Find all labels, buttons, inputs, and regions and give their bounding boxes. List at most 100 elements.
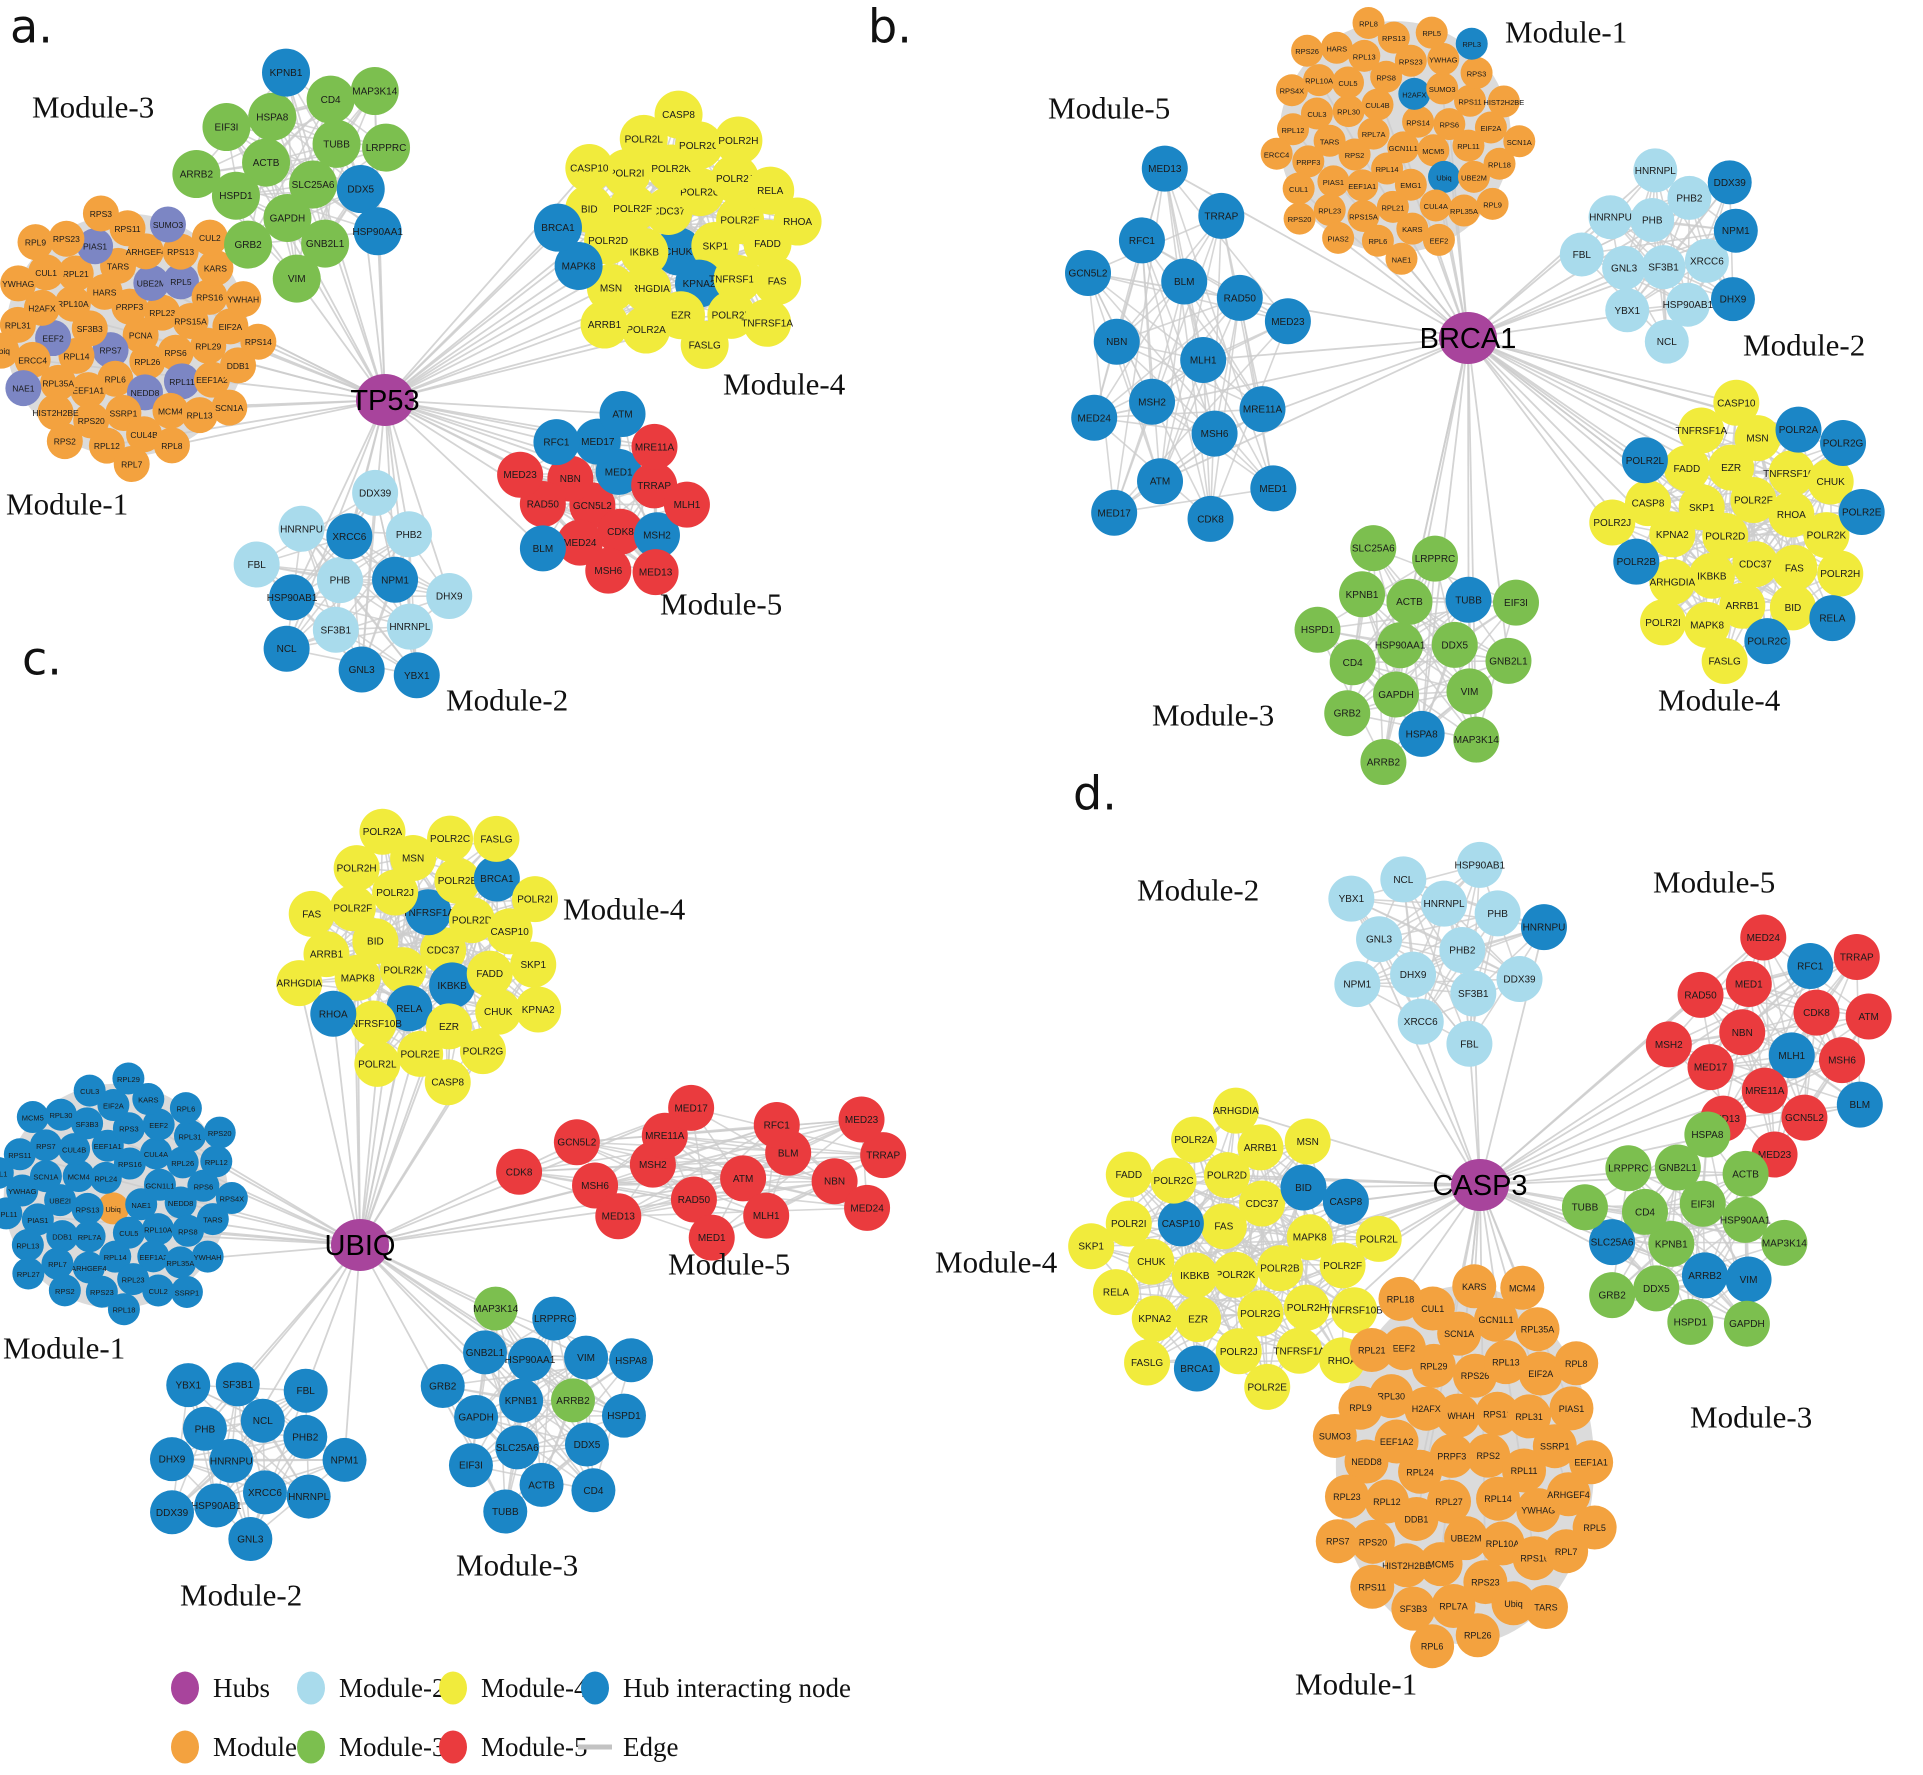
- node-MCM5: [1418, 1542, 1463, 1587]
- node-label-ARRB1: ARRB1: [1244, 1143, 1278, 1154]
- node-label-ARRB1: ARRB1: [1726, 601, 1760, 612]
- node-label-ARRB1: ARRB1: [310, 950, 344, 961]
- node-label-MSN: MSN: [1746, 434, 1768, 445]
- node-YWHAH: [191, 1240, 224, 1273]
- node-label-POLR2B: POLR2B: [1617, 557, 1657, 568]
- module-label-c-module-3: Module-3: [456, 1547, 578, 1582]
- node-label-RHOA: RHOA: [1328, 1356, 1357, 1367]
- node-label-RPL10A: RPL10A: [144, 1226, 172, 1235]
- node-RPS7: [1315, 1519, 1360, 1564]
- node-CHUK: [1807, 458, 1854, 505]
- node-label-HSP90AB1: HSP90AB1: [267, 593, 318, 604]
- node-ARHGDIA: [1649, 558, 1696, 605]
- node-label-ARHGDIA: ARHGDIA: [1213, 1106, 1259, 1117]
- node-HNRNPU: [1520, 904, 1567, 951]
- node-DDX39: [150, 1490, 195, 1535]
- node-label-RPS23: RPS23: [1399, 57, 1423, 66]
- node-POLR2G: [1237, 1290, 1284, 1337]
- node-TARS: [1313, 124, 1346, 157]
- node-label-POLR2C: POLR2C: [430, 834, 470, 845]
- node-label-POLR2I: POLR2I: [609, 168, 645, 179]
- node-label-RPL8: RPL8: [161, 441, 183, 451]
- node-CASP8: [1322, 1178, 1369, 1225]
- node-label-RPL18: RPL18: [1387, 1294, 1415, 1304]
- node-DDX39: [1496, 956, 1543, 1003]
- node-label-NCL: NCL: [1393, 875, 1413, 886]
- node-RPL35A: [1448, 194, 1481, 227]
- node-RPL5: [1415, 16, 1448, 49]
- edge: [1356, 912, 1498, 985]
- node-FAS: [1771, 544, 1818, 591]
- node-ACTB: [519, 1462, 564, 1507]
- node-label-POLR2L: POLR2L: [625, 134, 664, 145]
- node-label-HSPA8: HSPA8: [256, 112, 288, 123]
- node-RPS8: [1370, 60, 1403, 93]
- node-YBX1: [1328, 875, 1375, 922]
- node-label-SUMO3: SUMO3: [1429, 85, 1456, 94]
- node-KPNA2: [1649, 511, 1696, 558]
- node-label-DDB1: DDB1: [227, 361, 250, 371]
- module-label-d-module-2: Module-2: [1137, 872, 1259, 907]
- node-POLR2J: [1215, 1328, 1262, 1375]
- node-label-MAP3K14: MAP3K14: [1762, 1238, 1807, 1249]
- node-label-HSPD1: HSPD1: [1301, 625, 1335, 636]
- node-label-RPS20: RPS20: [208, 1129, 232, 1138]
- node-label-FASLG: FASLG: [1709, 657, 1741, 668]
- node-label-POLR2J: POLR2J: [716, 174, 754, 185]
- node-RELA: [746, 166, 795, 215]
- node-label-RPL30: RPL30: [1378, 1392, 1406, 1402]
- edge: [1159, 297, 1241, 482]
- hub-label-BRCA1: BRCA1: [1420, 323, 1517, 355]
- node-label-CASP10: CASP10: [1162, 1219, 1201, 1230]
- node-MAPK8: [554, 241, 603, 290]
- node-label-RPL7: RPL7: [48, 1260, 67, 1269]
- edge: [576, 1141, 884, 1156]
- node-label-RPS16: RPS16: [1520, 1554, 1549, 1564]
- panel-d-nodes: PHB2 DHX9 HNRNPL SF3B1 GNL3 PHB XRCC6 NCL DDX39 N…: [1068, 841, 1892, 1669]
- node-label-PHB: PHB: [1487, 909, 1508, 920]
- node-RPS14: [240, 323, 277, 360]
- node-label-EEF2: EEF2: [1430, 236, 1449, 245]
- node-label-RPL29: RPL29: [1420, 1361, 1448, 1371]
- node-label-GCN5L2: GCN5L2: [1785, 1113, 1824, 1124]
- module-label-b-module-4: Module-4: [1658, 682, 1781, 717]
- node-KARS: [132, 1083, 165, 1116]
- node-H2AFX: [1404, 1386, 1449, 1431]
- node-label-RPL14: RPL14: [1484, 1494, 1512, 1504]
- node-label-MCM5: MCM5: [22, 1114, 44, 1123]
- node-label-RPL10A: RPL10A: [1486, 1539, 1520, 1549]
- node-RHOA: [310, 990, 357, 1037]
- node-label-MED1: MED1: [698, 1233, 726, 1244]
- edge: [249, 1390, 307, 1540]
- node-SF3B3: [71, 1107, 104, 1140]
- node-label-HIST2H2BE: HIST2H2BE: [1483, 98, 1524, 107]
- module-label-d-module-1: Module-1: [1295, 1666, 1417, 1701]
- node-label-POLR2A: POLR2A: [1779, 425, 1819, 436]
- edge: [286, 595, 450, 650]
- node-RPL26: [166, 1146, 199, 1179]
- node-label-YBX1: YBX1: [1614, 306, 1640, 317]
- node-YWHAH: [225, 281, 262, 318]
- node-NBN: [811, 1158, 858, 1205]
- node-KPNA2: [1131, 1295, 1178, 1342]
- node-TNFRSF1A: [1678, 407, 1725, 454]
- node-label-IKBKB: IKBKB: [1697, 571, 1727, 582]
- legend-swatch-hub-interacting-node: [581, 1671, 609, 1705]
- node-label-TNFRSF1A: TNFRSF1A: [1273, 1346, 1325, 1357]
- node-RAD50: [670, 1176, 717, 1223]
- edge: [1183, 281, 1264, 410]
- node-RPL13: [1348, 39, 1381, 72]
- edge: [1087, 272, 1274, 489]
- node-label-CUL4A: CUL4A: [1424, 202, 1448, 211]
- node-CD4: [1621, 1188, 1668, 1235]
- edge: [247, 99, 332, 245]
- node-label-RPL14: RPL14: [63, 351, 89, 361]
- node-label-ARRB1: ARRB1: [588, 320, 622, 331]
- node-NBN: [1719, 1009, 1766, 1056]
- node-DHX9: [1710, 277, 1755, 322]
- node-label-NBN: NBN: [1732, 1028, 1753, 1039]
- node-GRB2: [224, 220, 273, 269]
- node-label-RPL7: RPL7: [1555, 1547, 1578, 1557]
- node-label-RPL11: RPL11: [1457, 142, 1479, 151]
- node-label-HNRNPU: HNRNPU: [1523, 923, 1566, 934]
